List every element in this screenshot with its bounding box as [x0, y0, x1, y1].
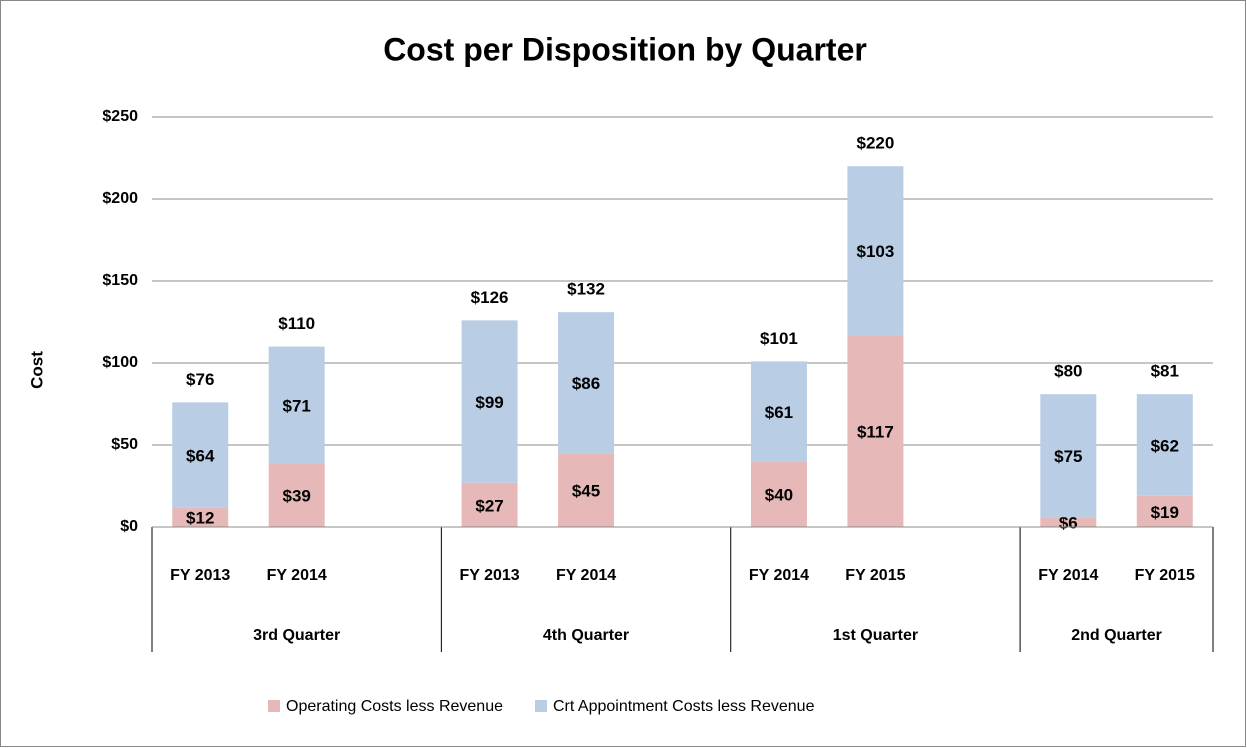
legend-label: Operating Costs less Revenue	[286, 698, 503, 715]
x-tick-label: FY 2014	[267, 567, 327, 584]
chart-title: Cost per Disposition by Quarter	[383, 31, 867, 67]
bar-segment	[461, 320, 518, 483]
value-label: $86	[572, 374, 600, 393]
x-tick-label: FY 2013	[459, 567, 519, 584]
value-label: $61	[765, 403, 793, 422]
bar-segment	[461, 482, 518, 527]
y-tick-label: $100	[102, 354, 138, 371]
bar-segment	[847, 335, 904, 527]
total-label: $132	[567, 280, 605, 299]
y-tick-label: $50	[111, 436, 138, 453]
group-label: 3rd Quarter	[253, 627, 340, 644]
total-label: $110	[278, 314, 315, 333]
legend-swatch	[535, 700, 547, 712]
y-tick-label: $150	[102, 272, 138, 289]
x-tick-label: FY 2014	[1038, 567, 1098, 584]
bar-segment	[1136, 495, 1193, 527]
value-label: $117	[857, 423, 894, 442]
total-label: $101	[760, 329, 798, 348]
y-tick-label: $250	[102, 108, 138, 125]
total-label: $126	[471, 288, 509, 307]
value-label: $45	[572, 482, 600, 501]
value-label: $103	[856, 242, 894, 261]
bar-segment	[558, 453, 615, 527]
total-label: $220	[856, 134, 894, 153]
bar-segment	[172, 507, 229, 527]
y-tick-label: $200	[102, 190, 138, 207]
value-label: $75	[1054, 447, 1082, 466]
x-tick-label: FY 2015	[845, 567, 905, 584]
bar-segment	[172, 402, 229, 508]
y-tick-label: $0	[120, 518, 138, 535]
total-label: $81	[1151, 362, 1179, 381]
group-label: 4th Quarter	[543, 627, 629, 644]
bar-segment	[1040, 517, 1097, 527]
total-label: $80	[1054, 362, 1082, 381]
legend-label: Crt Appointment Costs less Revenue	[553, 698, 815, 715]
value-label: $12	[186, 509, 214, 528]
x-tick-label: FY 2014	[749, 567, 809, 584]
value-label: $39	[282, 487, 310, 506]
bar-segment	[847, 166, 904, 336]
bar-segment	[268, 463, 325, 527]
group-label: 2nd Quarter	[1071, 627, 1162, 644]
bar-segment	[1136, 394, 1193, 496]
bar-segment	[750, 461, 807, 527]
value-label: $62	[1151, 436, 1179, 455]
x-tick-label: FY 2013	[170, 567, 230, 584]
bar-segment	[558, 312, 615, 454]
x-tick-label: FY 2014	[556, 567, 616, 584]
value-label: $19	[1151, 503, 1179, 522]
bar-segment	[750, 361, 807, 462]
value-label: $71	[282, 396, 310, 415]
value-label: $6	[1059, 514, 1078, 533]
legend-swatch	[268, 700, 280, 712]
value-label: $40	[765, 486, 793, 505]
value-label: $99	[475, 393, 503, 412]
bar-segment	[1040, 394, 1097, 518]
group-label: 1st Quarter	[833, 627, 918, 644]
total-label: $76	[186, 370, 214, 389]
x-tick-label: FY 2015	[1135, 567, 1195, 584]
value-label: $27	[475, 496, 503, 515]
bar-segment	[268, 346, 325, 464]
y-axis-label: Cost	[27, 351, 46, 389]
value-label: $64	[186, 446, 215, 465]
